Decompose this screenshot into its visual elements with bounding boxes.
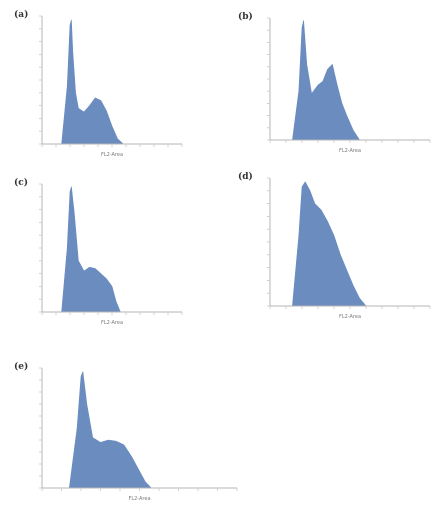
- panel-label: (b): [238, 12, 253, 22]
- histogram-d: FL2-Area: [267, 177, 431, 320]
- panel-b: (b) FL2-Area: [228, 10, 438, 162]
- x-axis-label: FL2-Area: [339, 148, 361, 154]
- x-axis-label: FL2-Area: [128, 496, 150, 502]
- histogram-area: [270, 181, 430, 307]
- panel-label: (a): [14, 10, 29, 20]
- histogram-area: [42, 186, 182, 313]
- histogram-b: FL2-Area: [267, 17, 431, 154]
- histogram-area: [42, 371, 237, 489]
- histogram-area: [42, 19, 182, 145]
- histogram-a: FL2-Area: [39, 15, 183, 158]
- histogram-c: FL2-Area: [39, 183, 183, 326]
- panel-a: (a) FL2-Area: [0, 8, 190, 166]
- panel-d: (d) FL2-Area: [228, 170, 438, 328]
- x-axis-label: FL2-Area: [101, 320, 123, 326]
- panel-e: (e) FL2-Area: [0, 360, 245, 510]
- panel-label: (e): [14, 362, 29, 372]
- histogram-area: [270, 20, 430, 141]
- x-axis-label: FL2-Area: [339, 314, 361, 320]
- panel-label: (c): [14, 178, 28, 188]
- panel-c: (c) FL2-Area: [0, 176, 190, 334]
- panel-label: (d): [238, 172, 253, 182]
- histogram-e: FL2-Area: [39, 367, 238, 502]
- x-axis-label: FL2-Area: [101, 152, 123, 158]
